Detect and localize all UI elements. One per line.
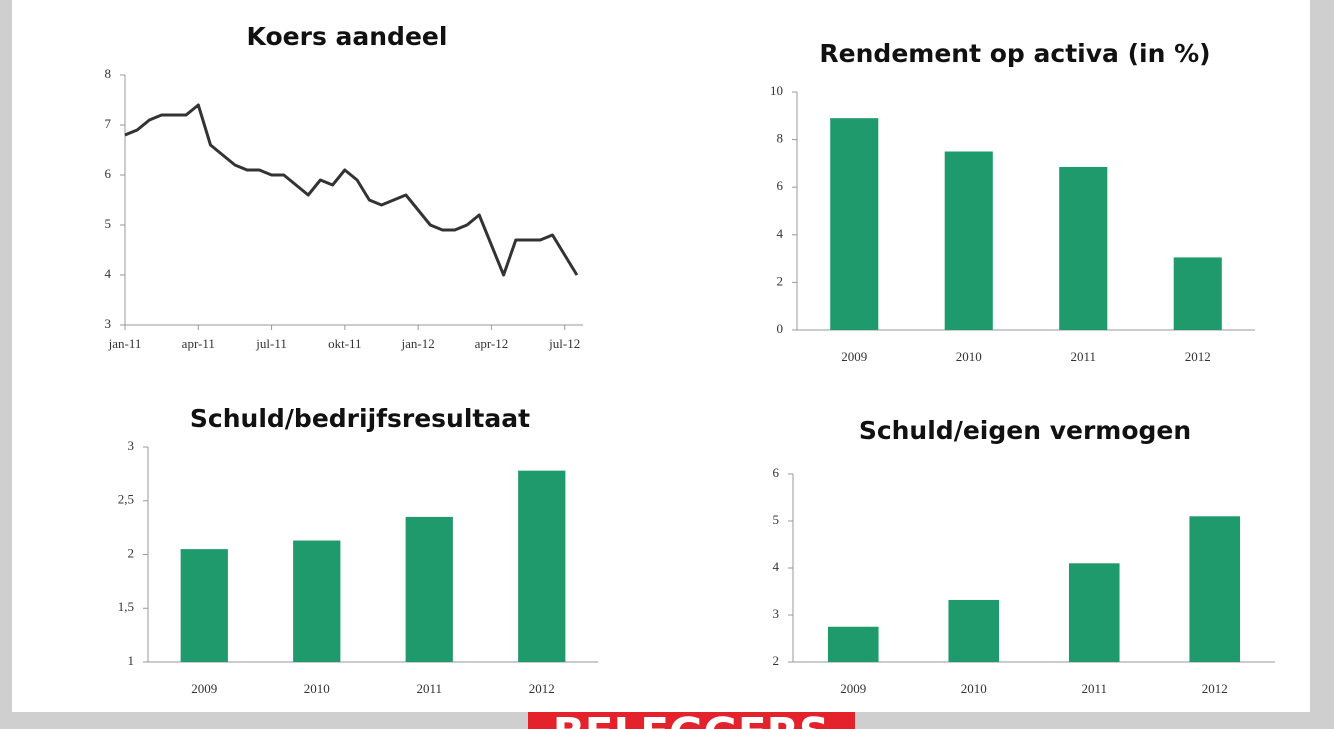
price-line	[124, 103, 579, 277]
y-tick-label: 8	[105, 66, 112, 81]
chart-title: Koers aandeel	[247, 22, 448, 51]
x-tick-label: 2012	[1185, 349, 1211, 364]
chart-title: Schuld/eigen vermogen	[859, 416, 1191, 445]
bar	[1068, 563, 1120, 662]
x-tick-label: 2009	[841, 349, 867, 364]
y-tick-label: 1,5	[118, 599, 134, 614]
bar	[1189, 516, 1241, 662]
y-tick-label: 4	[105, 266, 112, 281]
y-tick-label: 4	[777, 226, 784, 241]
y-tick-label: 0	[777, 321, 784, 336]
bar	[827, 626, 879, 662]
bar	[1173, 257, 1222, 330]
x-tick-label: 2010	[304, 681, 330, 696]
y-tick-label: 4	[773, 559, 780, 574]
x-tick-label: 2011	[416, 681, 442, 696]
y-tick-label: 7	[105, 116, 112, 131]
bar	[944, 151, 993, 330]
y-tick-label: 3	[128, 438, 135, 453]
bar	[293, 540, 341, 662]
banner-box	[528, 712, 855, 729]
bar	[518, 470, 566, 662]
chart-title: Rendement op activa (in %)	[819, 39, 1210, 68]
x-tick-label: apr-11	[182, 336, 215, 351]
banner-text: BELEGGERS	[553, 709, 829, 729]
y-tick-label: 2,5	[118, 492, 134, 507]
chart-title: Schuld/bedrijfsresultaat	[190, 404, 530, 433]
x-tick-label: okt-11	[328, 336, 361, 351]
x-tick-label: 2010	[961, 681, 987, 696]
x-tick-label: 2012	[1202, 681, 1228, 696]
x-tick-label: 2011	[1070, 349, 1096, 364]
y-tick-label: 2	[777, 273, 784, 288]
x-tick-label: 2011	[1081, 681, 1107, 696]
x-tick-label: 2009	[840, 681, 866, 696]
y-tick-label: 6	[773, 465, 780, 480]
x-tick-label: jan-12	[401, 336, 435, 351]
y-tick-label: 3	[773, 606, 780, 621]
y-tick-label: 6	[105, 166, 112, 181]
y-tick-label: 1	[128, 653, 135, 668]
y-tick-label: 10	[770, 83, 783, 98]
y-tick-label: 2	[773, 653, 780, 668]
bar	[1059, 166, 1108, 330]
x-tick-label: 2009	[191, 681, 217, 696]
bar	[180, 549, 228, 662]
bar	[405, 516, 453, 662]
x-tick-label: jan-11	[108, 336, 142, 351]
y-tick-label: 3	[105, 316, 112, 331]
y-tick-label: 2	[128, 545, 135, 560]
bar	[948, 599, 1000, 662]
bar	[830, 118, 879, 331]
x-tick-label: 2010	[956, 349, 982, 364]
x-tick-label: 2012	[529, 681, 555, 696]
x-tick-label: jul-12	[548, 336, 580, 351]
x-tick-label: apr-12	[475, 336, 509, 351]
y-tick-label: 5	[773, 512, 780, 527]
y-tick-label: 6	[777, 178, 784, 193]
y-tick-label: 5	[105, 216, 112, 231]
x-tick-label: jul-11	[255, 336, 287, 351]
y-tick-label: 8	[777, 131, 784, 146]
